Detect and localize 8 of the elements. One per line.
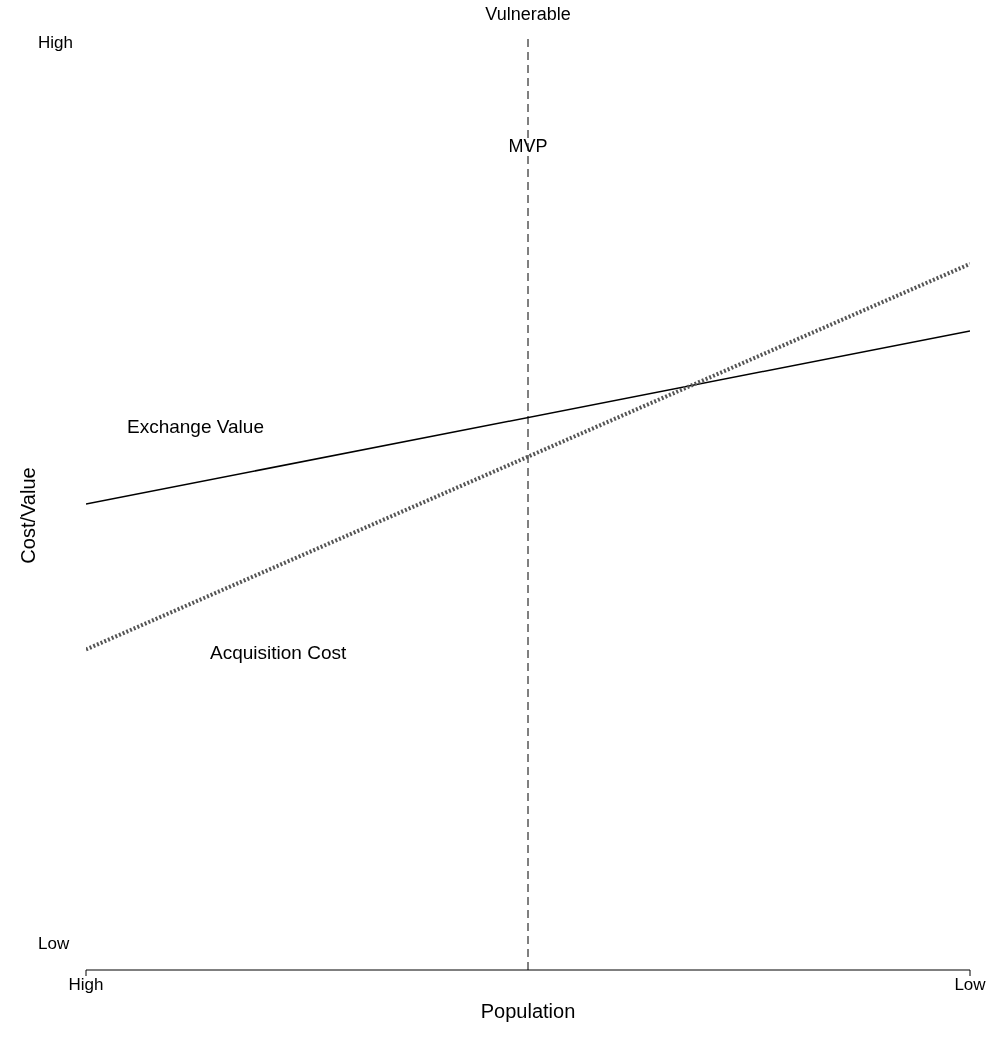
- series-label: Exchange Value: [127, 416, 264, 437]
- text: Acquisition Cost: [210, 642, 347, 664]
- annotation: Low: [38, 933, 70, 954]
- text: MVP: [507, 136, 549, 158]
- chart-title: Vulnerable: [484, 4, 572, 25]
- text: High: [38, 33, 73, 54]
- y-axis-title: Cost/Value: [16, 467, 40, 564]
- x-axis-title: Population: [480, 1000, 576, 1022]
